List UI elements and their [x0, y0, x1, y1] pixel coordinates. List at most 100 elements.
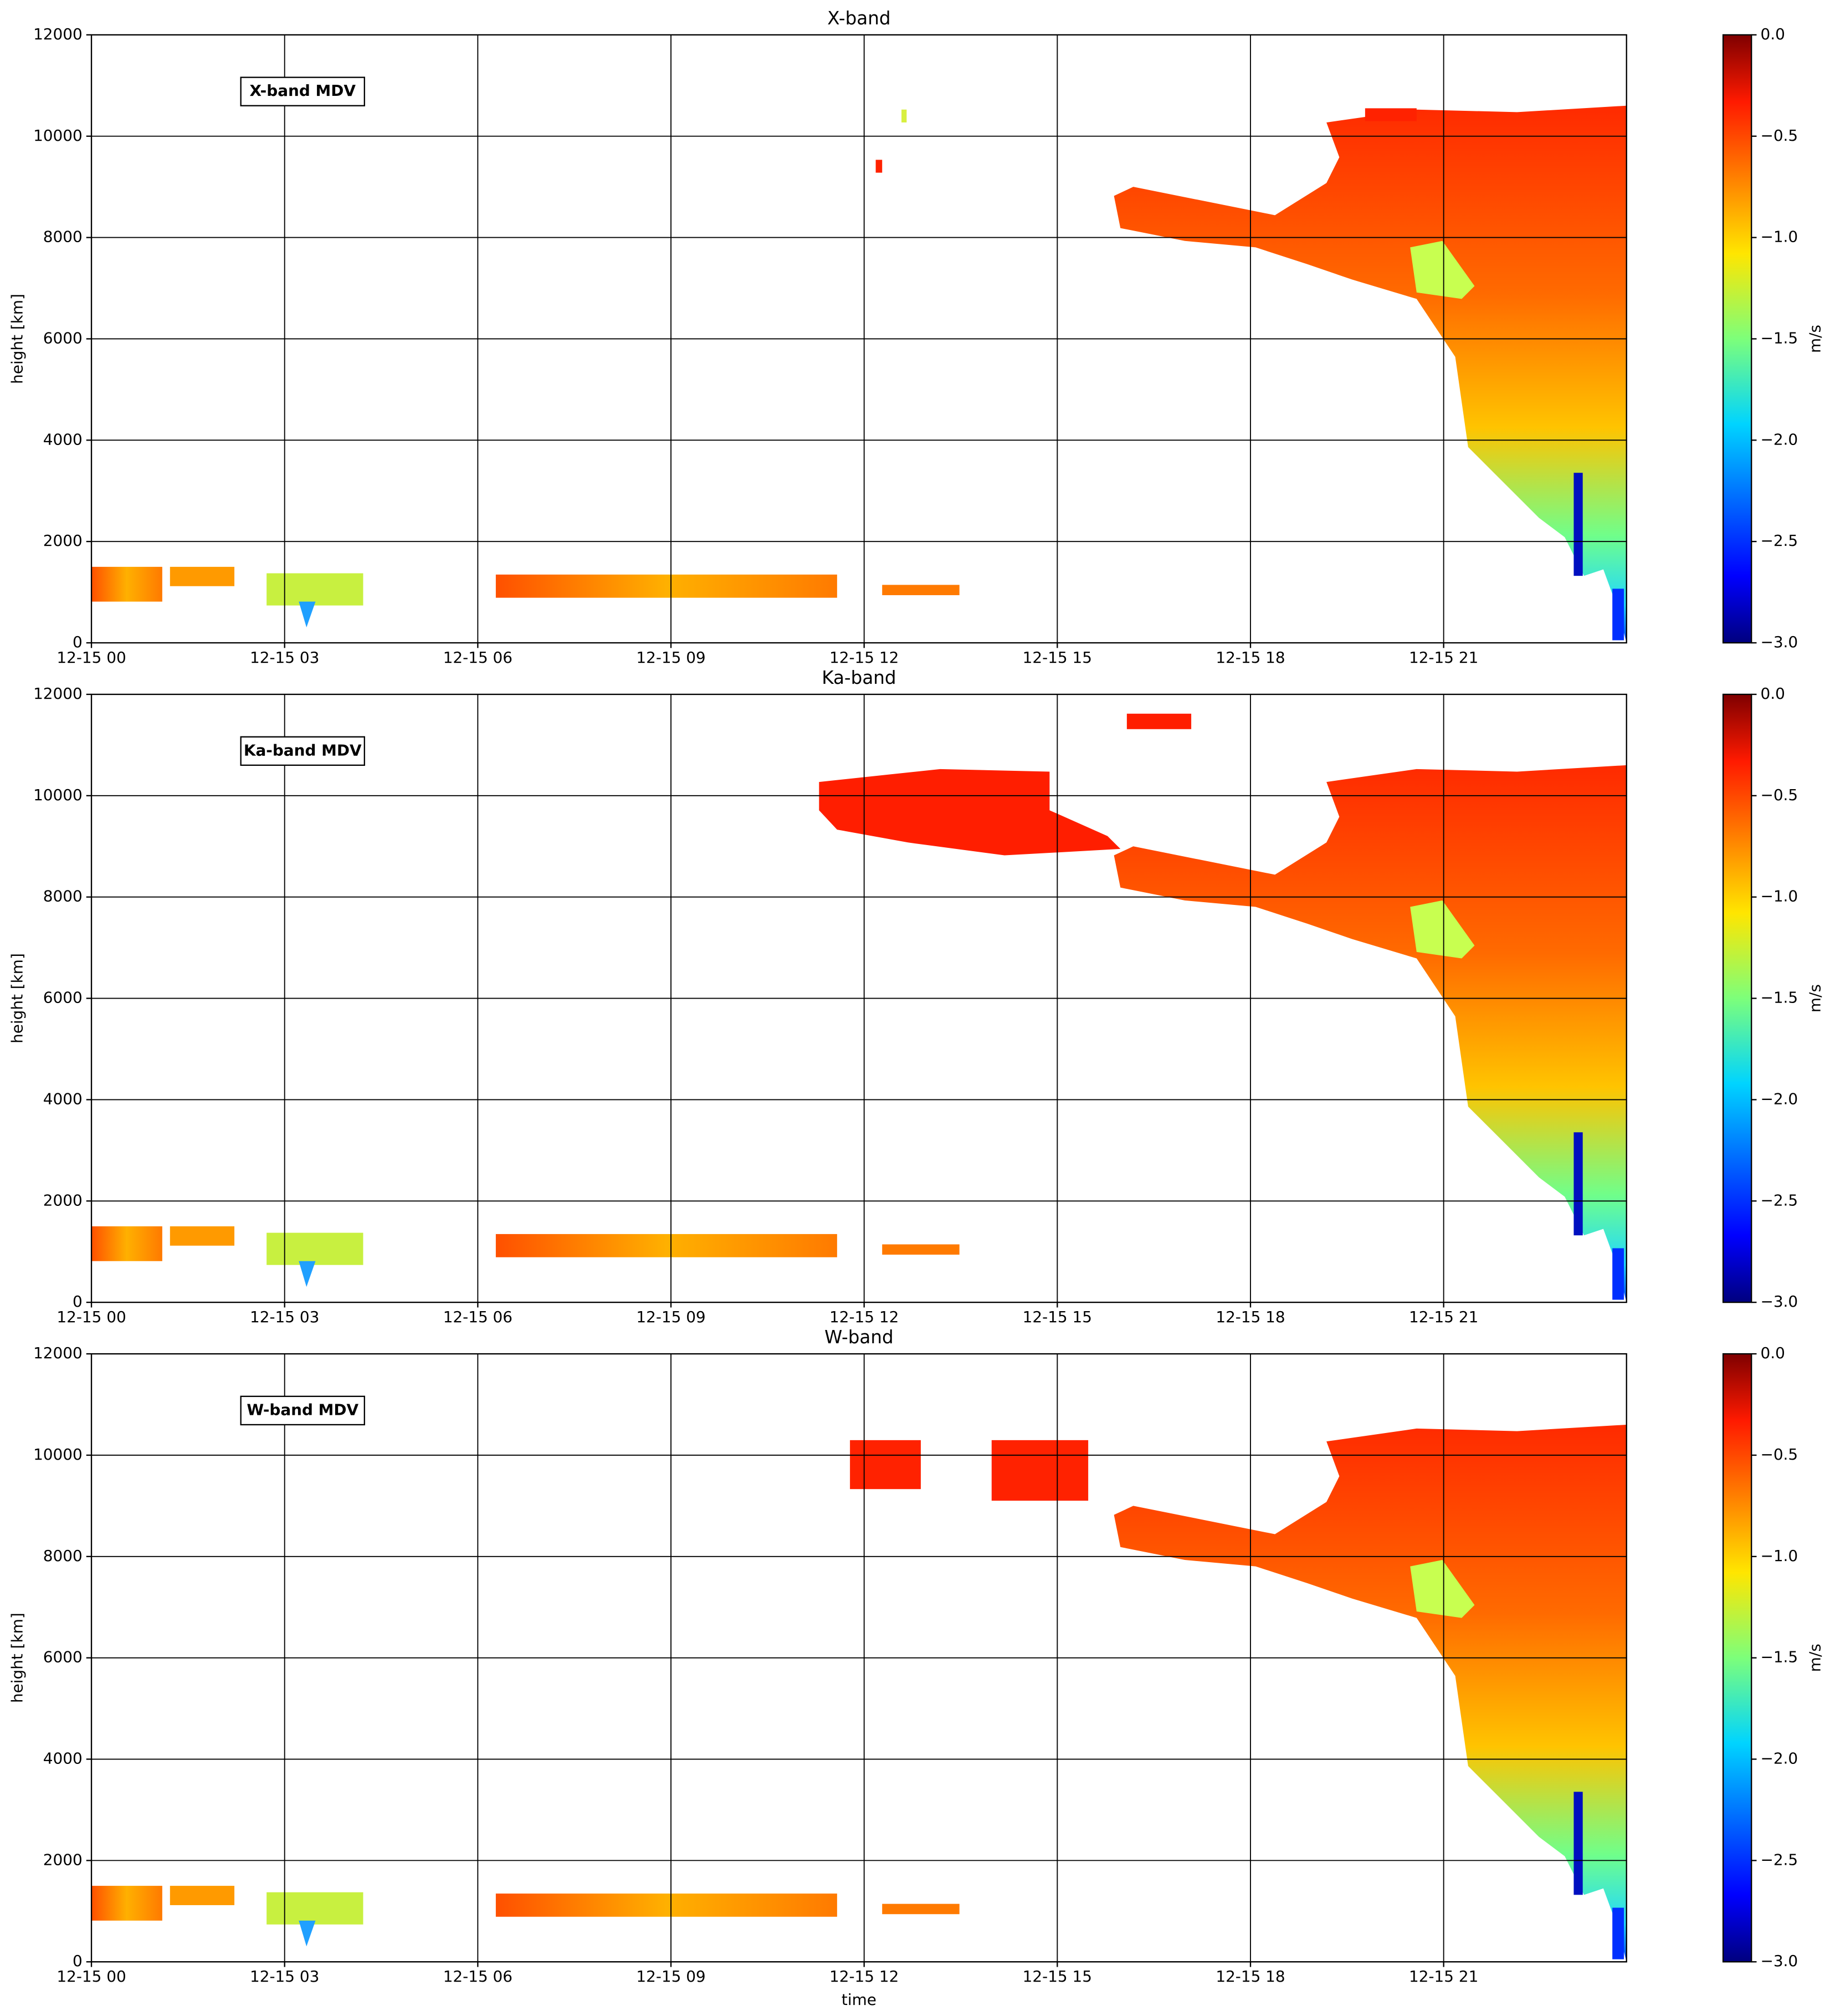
echo-region: [266, 573, 363, 606]
x-tick-label: 12-15 09: [636, 1308, 705, 1326]
colorbar-label: m/s: [1806, 1644, 1824, 1672]
echo-layer: [91, 1424, 1627, 1962]
colorbar-tick-label: −2.5: [1760, 531, 1798, 550]
echo-region: [170, 566, 235, 586]
x-tick-label: 12-15 00: [57, 1308, 126, 1326]
colorbar-tick-label: 0.0: [1760, 25, 1785, 43]
plot-frame: [90, 693, 1627, 1303]
echo-region: [875, 160, 883, 173]
y-axis-label: height [km]: [8, 953, 27, 1043]
echo-region: [1410, 241, 1475, 299]
y-tick-label: 2000: [43, 531, 83, 550]
echo-region: [170, 1226, 235, 1246]
x-tick-label: 12-15 09: [636, 1967, 705, 1986]
colorbar-label: m/s: [1806, 984, 1824, 1012]
echo-region: [850, 1440, 921, 1490]
x-tick-label: 12-15 12: [829, 648, 899, 667]
y-axis-label: height [km]: [8, 1613, 27, 1703]
echo-region: [882, 585, 960, 596]
echo-region: [1126, 713, 1192, 729]
echo-region: [1114, 105, 1627, 643]
colorbar-tick-label: −2.0: [1760, 430, 1798, 448]
echo-region: [991, 1440, 1089, 1501]
echo-region: [901, 109, 907, 122]
echo-region: [299, 601, 316, 628]
y-tick-label: 0: [73, 1292, 83, 1311]
colorbar-tick-label: −3.0: [1760, 633, 1798, 651]
y-tick-label: 10000: [33, 1445, 83, 1464]
annotation: W-band MDV: [247, 1400, 358, 1419]
x-tick-label: 12-15 06: [443, 1967, 512, 1986]
annotation: Ka-band MDV: [244, 741, 362, 759]
colorbar-tick-label: −1.0: [1760, 1547, 1798, 1565]
echo-region: [1573, 1792, 1583, 1895]
colorbar-tick-label: −0.5: [1760, 786, 1798, 804]
echo-region: [1410, 900, 1475, 959]
colorbar-tick-label: −3.0: [1760, 1952, 1798, 1970]
x-tick-label: 12-15 18: [1216, 1308, 1285, 1326]
echo-region: [170, 1886, 235, 1905]
annotation-box: [240, 76, 365, 106]
echo-region: [882, 1904, 960, 1915]
echo-region: [91, 1226, 162, 1261]
y-tick-label: 4000: [43, 1749, 83, 1768]
colorbar-tick-label: −1.5: [1760, 989, 1798, 1007]
y-tick-label: 2000: [43, 1191, 83, 1209]
echo-region: [1114, 1424, 1627, 1962]
y-tick-label: 12000: [33, 1344, 83, 1362]
echo-region: [266, 1892, 363, 1925]
echo-region: [1612, 589, 1624, 641]
colorbar-tick-label: −0.5: [1760, 1445, 1798, 1464]
x-tick-label: 12-15 15: [1023, 1967, 1092, 1986]
colorbar-tick-label: −2.5: [1760, 1850, 1798, 1869]
x-tick-label: 12-15 06: [443, 648, 512, 667]
colorbar-tick-label: −1.5: [1760, 1648, 1798, 1666]
y-tick-label: 0: [73, 633, 83, 651]
y-tick-label: 8000: [43, 1547, 83, 1565]
echo-region: [882, 1244, 960, 1255]
x-tick-label: 12-15 12: [829, 1967, 899, 1986]
colorbar-tick-label: −0.5: [1760, 126, 1798, 145]
echo-region: [1612, 1248, 1624, 1300]
echo-region: [495, 574, 837, 598]
x-tick-label: 12-15 00: [57, 648, 126, 667]
chart-title: X-band: [827, 8, 890, 29]
colorbar: [1722, 34, 1752, 644]
x-tick-label: 12-15 15: [1023, 648, 1092, 667]
colorbar-tick-label: −3.0: [1760, 1292, 1798, 1311]
colorbar-tick-label: 0.0: [1760, 1344, 1785, 1362]
echo-region: [266, 1232, 363, 1265]
x-tick-label: 12-15 21: [1409, 1308, 1478, 1326]
echo-region: [1612, 1907, 1624, 1959]
echo-region: [91, 566, 162, 602]
colorbar-tick-label: −2.0: [1760, 1089, 1798, 1108]
colorbar-tick-label: −2.5: [1760, 1191, 1798, 1209]
y-tick-label: 8000: [43, 887, 83, 905]
y-tick-label: 6000: [43, 1648, 83, 1666]
plot-frame: [90, 34, 1627, 644]
y-tick-label: 10000: [33, 786, 83, 804]
echo-region: [299, 1261, 316, 1287]
echo-region: [495, 1234, 837, 1257]
y-tick-label: 12000: [33, 25, 83, 43]
colorbar-tick-label: −1.0: [1760, 228, 1798, 246]
y-tick-label: 6000: [43, 329, 83, 347]
colorbar-tick-label: −2.0: [1760, 1749, 1798, 1768]
x-axis-label: time: [842, 1991, 876, 2009]
y-tick-label: 8000: [43, 228, 83, 246]
x-tick-label: 12-15 18: [1216, 648, 1285, 667]
chart-title: Ka-band: [822, 667, 896, 688]
x-tick-label: 12-15 12: [829, 1308, 899, 1326]
colorbar-tick-label: 0.0: [1760, 684, 1785, 703]
colorbar-label: m/s: [1806, 325, 1824, 353]
echo-region: [819, 769, 1121, 856]
y-tick-label: 10000: [33, 126, 83, 145]
colorbar-tick-label: −1.5: [1760, 329, 1798, 347]
colorbar: [1722, 693, 1752, 1303]
x-tick-label: 12-15 03: [250, 1967, 319, 1986]
plot-frame: [90, 1353, 1627, 1963]
y-tick-label: 0: [73, 1952, 83, 1970]
x-tick-label: 12-15 18: [1216, 1967, 1285, 1986]
y-tick-label: 2000: [43, 1850, 83, 1869]
